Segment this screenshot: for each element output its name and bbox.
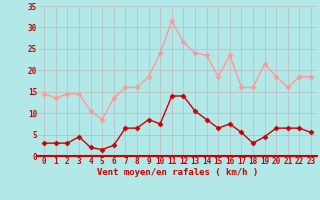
X-axis label: Vent moyen/en rafales ( km/h ): Vent moyen/en rafales ( km/h ) [97, 168, 258, 177]
